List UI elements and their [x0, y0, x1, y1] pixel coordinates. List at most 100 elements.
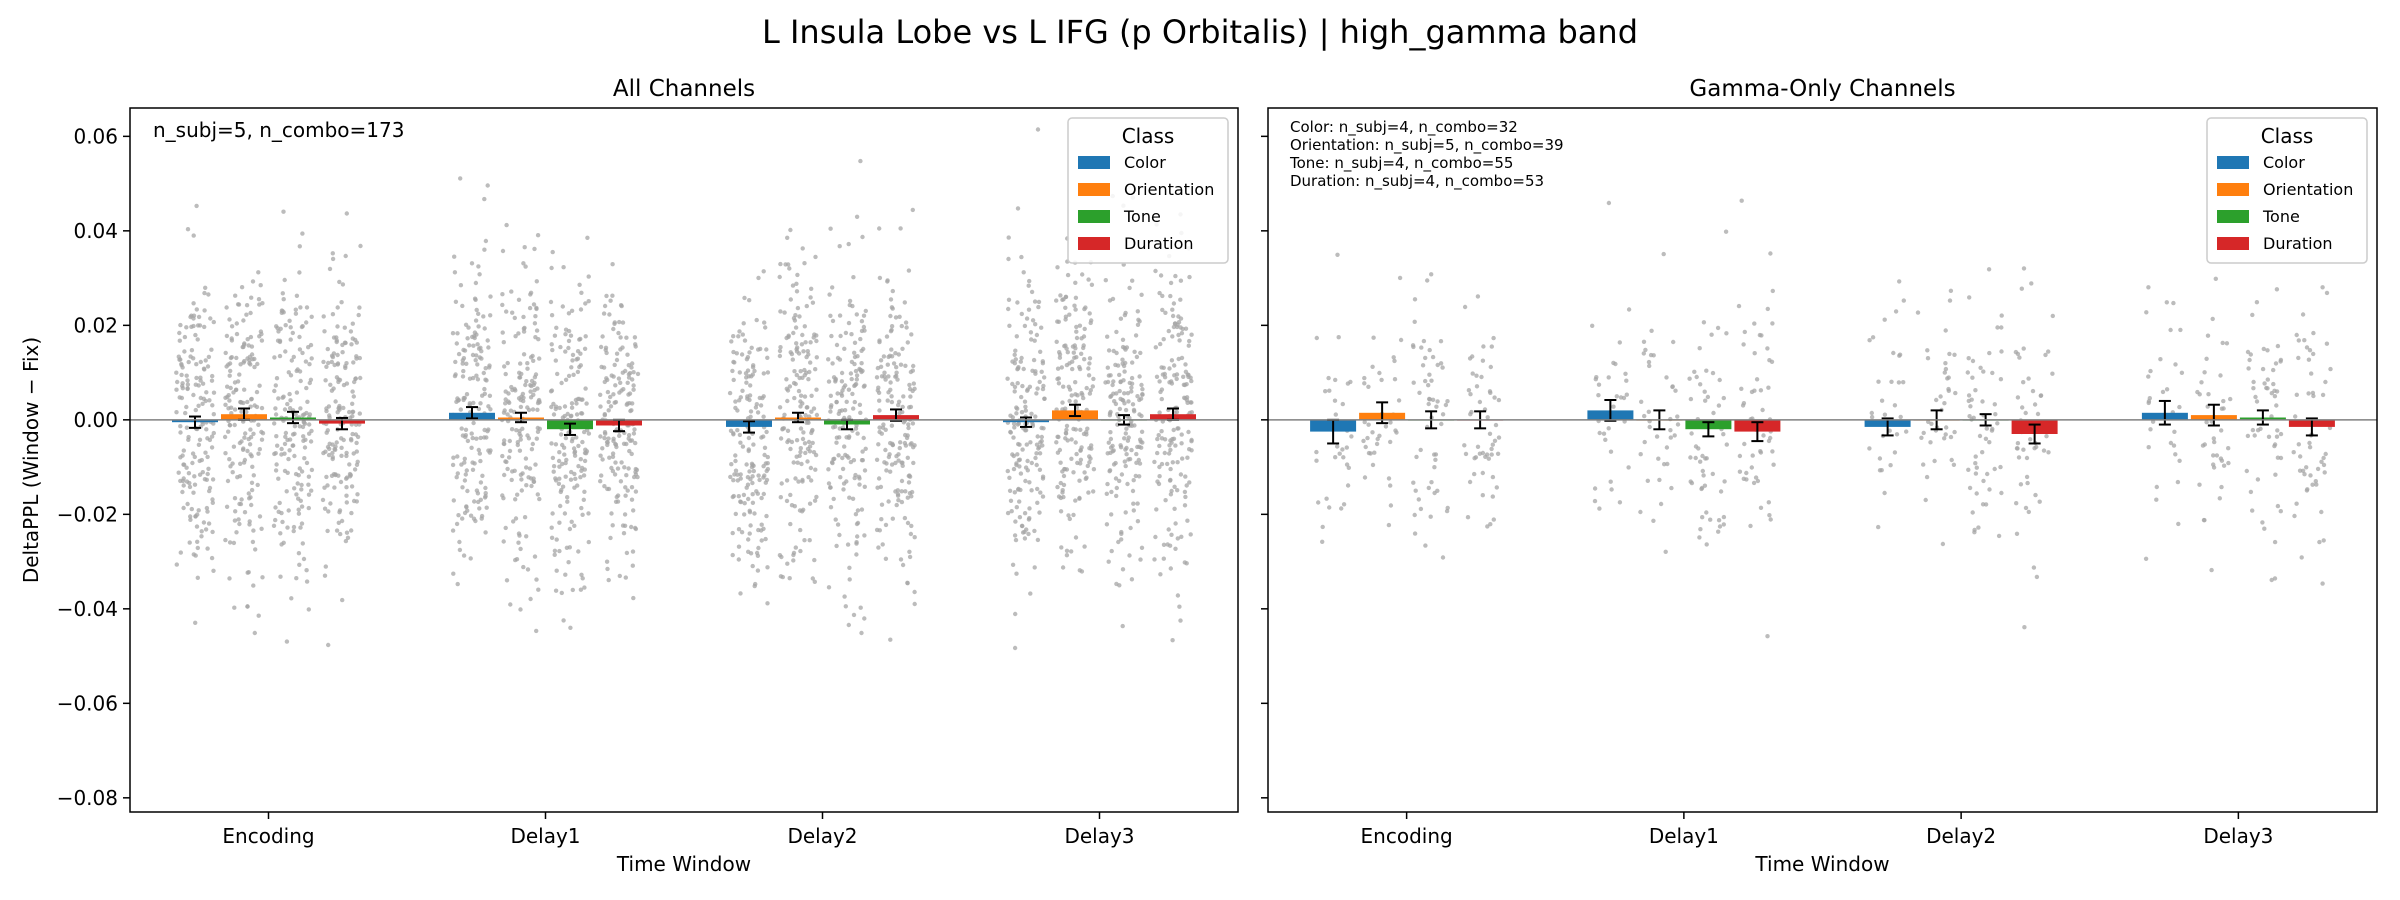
data-point — [756, 473, 761, 478]
data-point — [752, 368, 757, 374]
data-point — [505, 466, 510, 472]
data-point — [1087, 460, 1092, 465]
data-point — [608, 535, 613, 541]
data-point — [751, 468, 756, 474]
data-point — [1993, 412, 1998, 417]
data-point — [889, 462, 895, 467]
data-point — [1943, 366, 1949, 372]
data-point — [1332, 398, 1338, 403]
data-point — [598, 434, 603, 439]
data-point — [337, 377, 343, 383]
data-point — [1010, 562, 1016, 567]
data-point — [1477, 451, 1483, 456]
data-point — [883, 447, 888, 453]
data-point — [570, 358, 575, 363]
data-point — [737, 370, 742, 375]
data-point — [848, 371, 854, 376]
data-point — [605, 440, 610, 445]
data-point — [1984, 426, 1990, 431]
data-point — [1170, 638, 1175, 643]
data-point — [1111, 462, 1117, 467]
data-point — [474, 353, 479, 358]
data-point — [348, 415, 353, 420]
data-point — [1183, 326, 1189, 331]
data-point — [894, 454, 899, 459]
data-point — [343, 538, 349, 544]
data-point — [1107, 468, 1113, 473]
data-point — [602, 430, 608, 435]
data-point — [586, 299, 591, 304]
data-point — [574, 401, 579, 406]
data-point — [1412, 531, 1418, 536]
data-point — [740, 388, 745, 393]
data-point — [2158, 357, 2163, 362]
data-point — [2016, 455, 2022, 460]
data-point — [1696, 446, 1701, 451]
data-point — [1117, 372, 1122, 378]
data-point — [805, 349, 810, 354]
data-point — [516, 331, 521, 336]
data-point — [1073, 295, 1079, 300]
data-point — [328, 382, 333, 387]
data-point — [1594, 375, 1599, 380]
data-point — [470, 352, 476, 358]
data-point — [828, 409, 833, 414]
data-point — [615, 466, 621, 471]
data-point — [196, 314, 202, 320]
data-point — [2031, 565, 2037, 570]
data-point — [846, 387, 852, 392]
data-point — [186, 471, 192, 476]
data-point — [298, 378, 303, 384]
data-point — [586, 274, 591, 279]
data-point — [900, 404, 905, 410]
data-point — [745, 394, 750, 399]
data-point — [814, 355, 819, 360]
data-point — [811, 450, 817, 455]
data-point — [1123, 310, 1128, 316]
data-point — [1479, 374, 1484, 380]
data-point — [350, 321, 355, 326]
data-point — [1737, 469, 1743, 474]
data-point — [1027, 278, 1032, 284]
data-point — [2323, 379, 2328, 385]
data-point — [1035, 434, 1040, 439]
data-point — [227, 576, 232, 581]
data-point — [201, 520, 207, 525]
data-point — [1032, 565, 1037, 570]
data-point — [566, 560, 571, 565]
data-point — [737, 432, 743, 438]
data-point — [1085, 426, 1090, 431]
data-point — [1976, 525, 1981, 530]
data-point — [837, 426, 842, 431]
data-point — [626, 372, 632, 377]
data-point — [862, 616, 867, 621]
data-point — [560, 484, 566, 489]
data-point — [798, 369, 803, 374]
data-point — [2298, 454, 2303, 459]
data-point — [1073, 280, 1078, 285]
data-point — [2217, 496, 2222, 501]
data-point — [1022, 511, 1028, 516]
data-point — [354, 440, 359, 446]
data-point — [483, 485, 488, 491]
data-point — [351, 498, 357, 504]
data-point — [807, 369, 812, 375]
data-point — [276, 476, 281, 481]
data-point — [1153, 345, 1159, 350]
data-point — [633, 526, 639, 532]
data-point — [531, 302, 537, 307]
data-point — [1759, 333, 1764, 338]
legend-swatch — [2217, 210, 2249, 223]
data-point — [1641, 339, 1647, 344]
data-point — [607, 312, 612, 317]
data-point — [286, 456, 291, 462]
data-point — [477, 451, 482, 456]
data-point — [1490, 474, 1496, 480]
data-point — [730, 368, 735, 374]
data-point — [1621, 395, 1627, 401]
data-point — [853, 472, 858, 478]
data-point — [198, 375, 203, 380]
data-point — [2251, 379, 2256, 385]
data-point — [1106, 373, 1112, 378]
data-point — [606, 486, 612, 492]
